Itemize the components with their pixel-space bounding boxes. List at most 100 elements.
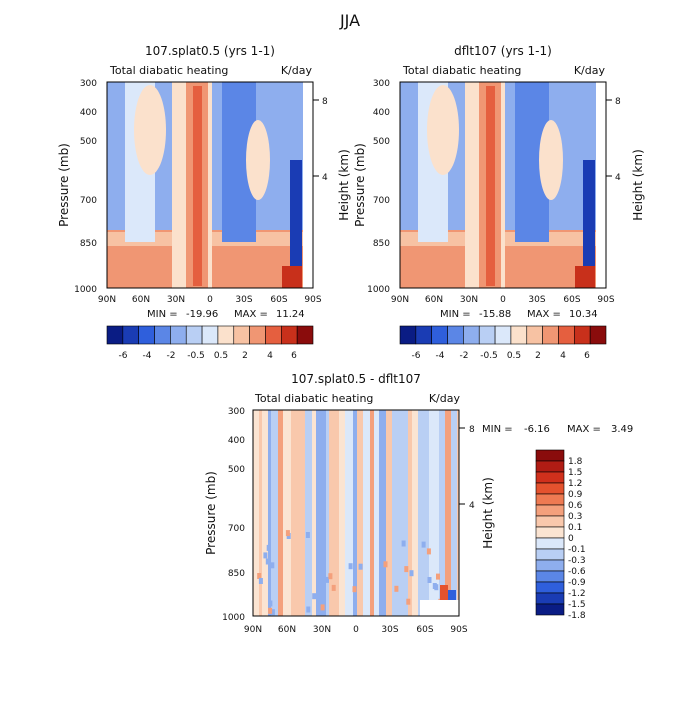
- panel-b-topography-mask: [596, 82, 606, 288]
- panel-b-cbar-swatch-2: [415, 325, 433, 345]
- panel-b-colorbar: [399, 325, 607, 345]
- panel-a-xtick-30s: 30S: [235, 295, 252, 305]
- panel-b-cbar-tick-7: 4: [560, 351, 566, 361]
- panel-a-cbar-tick-7: 4: [267, 351, 273, 361]
- panel-b-sh-warm-lobe: [539, 120, 563, 200]
- panel-a-ylabel-right: Height (km): [337, 149, 351, 220]
- panel-c-xtick-0: 0: [353, 625, 359, 635]
- panel-c-blob-13: [394, 585, 399, 592]
- panel-b-height-tick-8: 8: [615, 97, 621, 107]
- panel-c-blob-18: [263, 552, 268, 559]
- panel-a-ytick-500: 500: [80, 137, 97, 147]
- panel-c-topography-mask: [420, 600, 459, 616]
- panel-c-cbar-swatch-14: [535, 592, 565, 605]
- panel-c-surface-min: [448, 590, 456, 602]
- panel-b-itcz-core: [486, 86, 495, 286]
- panel-b-max-label: MAX =: [527, 309, 561, 320]
- panel-a-cbar-tick-3: -2: [167, 351, 176, 361]
- panel-c-ytick-700: 700: [228, 524, 245, 534]
- panel-b-cbar-tick-5: 0.5: [507, 351, 521, 361]
- panel-c-blob-9: [270, 609, 275, 616]
- panel-b-ylabel: Pressure (mb): [353, 143, 367, 227]
- panel-c-cbar-tick-13: -1.2: [568, 589, 586, 599]
- panel-a-frame: [106, 81, 314, 289]
- panel-c-cbar-tick-15: -1.8: [568, 611, 586, 621]
- panel-c-ylabel-right: Height (km): [481, 477, 495, 548]
- panel-c-blob-30: [328, 573, 333, 580]
- panel-b-colorbar-labels: -6 -4 -2 -0.5 0.5 2 4 6: [412, 351, 591, 361]
- panel-c-field: [253, 410, 459, 616]
- panel-b-cbar-swatch-9: [526, 325, 543, 345]
- panel-a-xtick-90s: 90S: [304, 295, 321, 305]
- panel-a-min-label: MIN =: [147, 309, 178, 320]
- panel-c-blob-29: [258, 578, 263, 584]
- panel-c-stripe-19: [363, 410, 370, 616]
- panel-a-y-axis: 300 400 500 700 850 1000: [74, 79, 97, 295]
- panel-a-xtick-90n: 90N: [98, 295, 116, 305]
- panel-c-ytick-400: 400: [228, 436, 245, 446]
- panel-c-blob-2: [406, 598, 411, 605]
- panel-c-cbar-swatch-7: [535, 515, 565, 528]
- panel-c-blob-40: [409, 570, 414, 577]
- panel-c-min-label: MIN =: [482, 424, 513, 435]
- panel-b-ylabel-right: Height (km): [631, 149, 645, 220]
- panel-c-blob-35: [352, 586, 357, 593]
- panel-c-xtick-30s: 30S: [381, 625, 398, 635]
- panel-c-stripe-24: [386, 410, 392, 616]
- panel-b-ytick-700: 700: [373, 196, 390, 206]
- panel-a-xtick-60s: 60S: [270, 295, 287, 305]
- panel-c-blob-17: [421, 541, 426, 548]
- panel-b-x-axis: 90N 60N 30N 0 30S 60S 90S: [391, 295, 615, 305]
- panel-c-stripe-35: [457, 410, 459, 616]
- panel-b-xtick-30n: 30N: [460, 295, 478, 305]
- panel-c-blob-37: [380, 596, 384, 603]
- panel-c-blob-16: [257, 573, 262, 579]
- panel-b-cbar-tick-1: -6: [412, 351, 421, 361]
- panel-c-stripe-27: [408, 410, 412, 616]
- panel-c-cbar-swatch-4: [535, 482, 565, 495]
- panel-c-blob-27: [268, 600, 273, 607]
- panel-a-cbar-swatch-4: [154, 325, 171, 345]
- panel-b-title: dflt107 (yrs 1-1): [454, 44, 552, 58]
- panel-c-ytick-850: 850: [228, 569, 245, 579]
- panel-a-cbar-tick-1: -6: [119, 351, 128, 361]
- panel-c-colorbar-labels: 1.8 1.5 1.2 0.9 0.6 0.3 0.1 0 -0.1 -0.3 …: [568, 457, 586, 621]
- panel-c-blob-38: [268, 607, 273, 614]
- panel-c-blob-5: [317, 558, 322, 565]
- panel-c-cbar-swatch-6: [535, 504, 565, 517]
- panel-c-max-value: 3.49: [611, 424, 633, 435]
- panel-a-field: [107, 82, 313, 288]
- panel-c-max-label: MAX =: [567, 424, 601, 435]
- panel-c-stripe-25: [392, 410, 399, 616]
- panel-c-ylabel: Pressure (mb): [204, 471, 218, 555]
- panel-a-surface-max: [282, 266, 302, 288]
- panel-c-cbar-swatch-13: [535, 581, 565, 594]
- panel-c-stripe-13: [326, 410, 329, 616]
- panel-c-blob-24: [404, 566, 409, 573]
- panel-c-xtick-30n: 30N: [313, 625, 331, 635]
- panel-b-cbar-swatch-8: [510, 325, 528, 345]
- panel-b-cbar-swatch-11: [558, 325, 575, 345]
- panel-c-cbar-swatch-3: [535, 471, 565, 484]
- panel-b-ytick-400: 400: [373, 108, 390, 118]
- panel-a-cbar-swatch-2: [122, 325, 139, 345]
- panel-c-height-tick-8: 8: [469, 425, 475, 435]
- panel-c-units-label: K/day: [429, 392, 461, 405]
- panel-c-stripe-31: [429, 410, 439, 616]
- panel-a-max-value: 11.24: [276, 309, 305, 320]
- panel-b-cbar-swatch-5: [463, 325, 480, 345]
- panel-c-blob-28: [266, 544, 271, 551]
- panel-c-cbar-tick-6: 0.3: [568, 512, 582, 522]
- panel-a-title: 107.splat0.5 (yrs 1-1): [145, 44, 275, 58]
- panel-c-x-axis: 90N 60N 30N 0 30S 60S 90S: [244, 625, 468, 635]
- panel-b-y-axis: 300 400 500 700 850 1000: [367, 79, 390, 295]
- panel-c-blob-11: [278, 593, 282, 600]
- panel-c-xtick-60s: 60S: [416, 625, 433, 635]
- panel-c-blob-21: [285, 530, 290, 537]
- panel-c-blob-6: [331, 584, 336, 591]
- panel-a-cbar-tick-5: 0.5: [214, 351, 228, 361]
- panel-b-cbar-swatch-3: [431, 325, 448, 345]
- panel-b-xtick-0: 0: [500, 295, 506, 305]
- panel-b: dflt107 (yrs 1-1) Total diabatic heating…: [353, 44, 645, 361]
